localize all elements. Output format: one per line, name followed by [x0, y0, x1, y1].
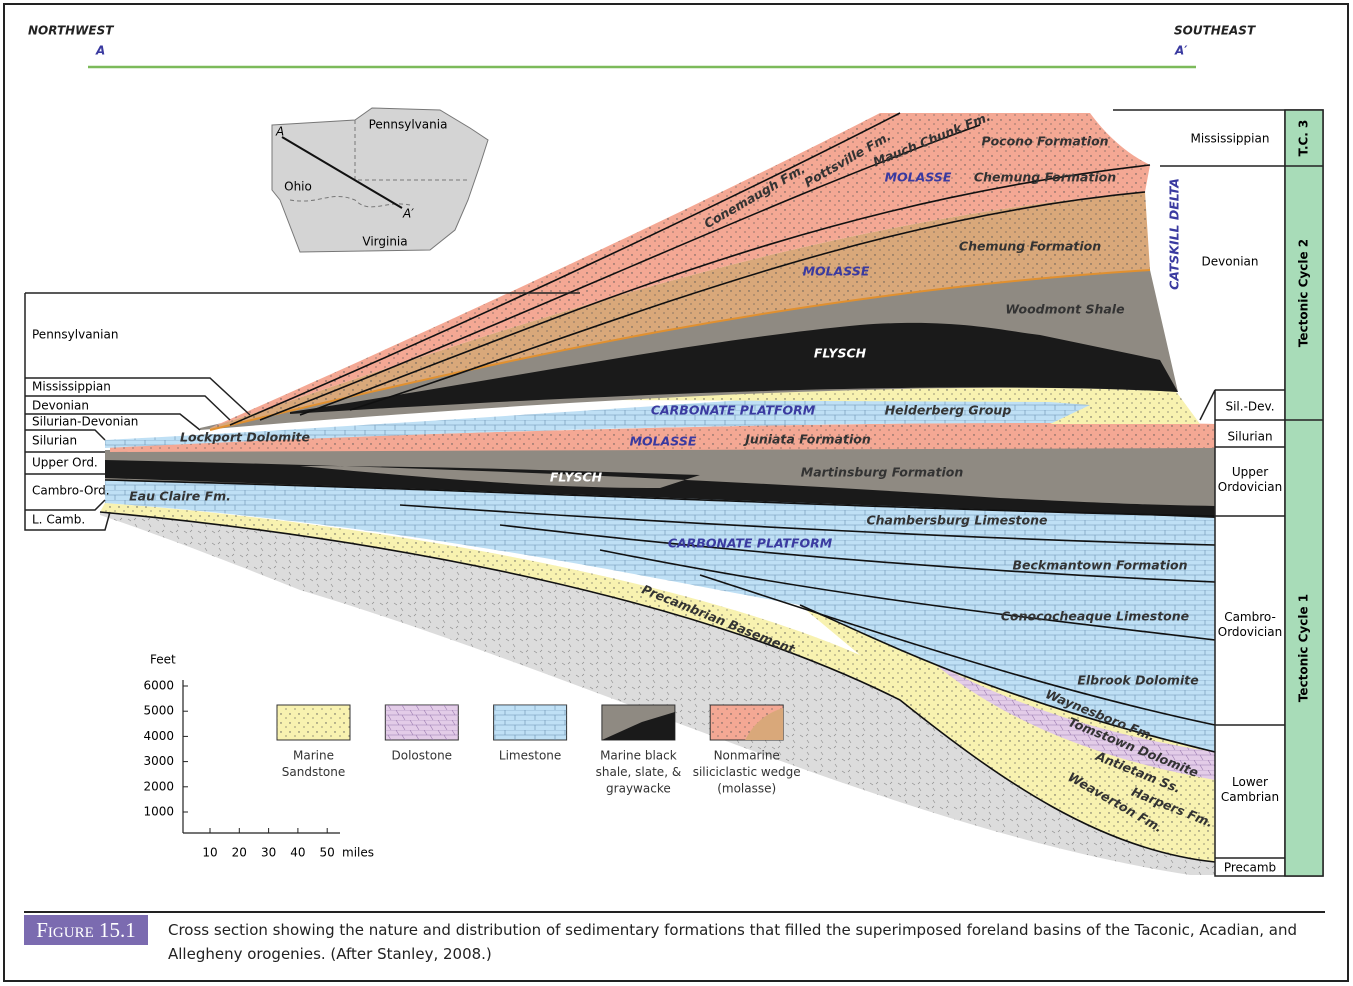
legend-label: Dolostone	[392, 749, 453, 763]
scale-tick-label: 4000	[143, 729, 174, 743]
formation-label: MOLASSE	[885, 170, 952, 185]
formation-label: Beckmantown Formation	[1013, 558, 1188, 573]
direction: SOUTHEAST	[1174, 24, 1256, 38]
period-label: Ordovician	[1218, 625, 1282, 639]
scale-tick-label: 30	[261, 846, 276, 860]
legend-label: Limestone	[499, 749, 561, 763]
map-point: A	[275, 125, 284, 139]
legend-label: siliciclastic wedge	[693, 765, 801, 779]
formation-label: Elbrook Dolomite	[1077, 673, 1198, 688]
frame	[3, 3, 1349, 982]
period-label: Ordovician	[1218, 480, 1282, 494]
cycle-label: Tectonic Cycle 1	[1297, 594, 1311, 702]
map-label: Ohio	[284, 180, 312, 194]
legend-label: Sandstone	[282, 765, 345, 779]
period-label: Upper	[1232, 465, 1268, 479]
scale-tick-label: 1000	[143, 805, 174, 819]
formation-label: Helderberg Group	[885, 403, 1012, 418]
formation-label: Eau Claire Fm.	[129, 489, 231, 504]
cycle-label: T.C. 3	[1297, 120, 1311, 157]
map-section-line	[281, 136, 403, 209]
period-label: Precamb	[1224, 861, 1276, 875]
scale-tick-label: 40	[290, 846, 305, 860]
scale-tick-label: 10	[202, 846, 217, 860]
cycle-bar	[1285, 110, 1323, 876]
legend-label: Marine black	[600, 749, 677, 763]
cycle-label: Tectonic Cycle 2	[1297, 239, 1311, 347]
legend-label: Nonmarine	[714, 749, 780, 763]
period-label: Upper Ord.	[32, 456, 98, 470]
period-label: Pennsylvanian	[32, 328, 118, 342]
map-point: A′	[402, 207, 414, 221]
map-label: Virginia	[362, 235, 407, 249]
legend-pattern	[745, 708, 784, 740]
period-label: Devonian	[32, 399, 89, 413]
formation-label: MOLASSE	[630, 434, 697, 449]
period-label: Silurian	[32, 434, 77, 448]
period-label: Lower	[1232, 775, 1268, 789]
formation-label: Conococheaque Limestone	[1001, 609, 1189, 624]
section-point: A′	[1174, 44, 1188, 58]
period-label: Cambro-Ord.	[32, 484, 110, 498]
legend-pattern	[385, 705, 459, 740]
period-label: Devonian	[1202, 255, 1259, 269]
formation-label: Martinsburg Formation	[801, 465, 964, 480]
formation-label: Lockport Dolomite	[180, 430, 310, 445]
period-label: Mississippian	[32, 380, 111, 394]
scale-tick-label: 20	[232, 846, 247, 860]
scale-unit: miles	[342, 846, 374, 860]
formation-label: Pocono Formation	[981, 134, 1108, 149]
scale-unit: Feet	[150, 653, 176, 667]
formation-label: CARBONATE PLATFORM	[651, 403, 816, 418]
formation-label: FLYSCH	[814, 346, 867, 361]
period-label: Silurian-Devonian	[32, 415, 138, 429]
section-point: A	[95, 44, 105, 58]
legend-label: Marine	[293, 749, 334, 763]
period-label: Silurian	[1227, 430, 1272, 444]
period-label: Mississippian	[1191, 132, 1270, 146]
caption: Cross section showing the nature and dis…	[168, 921, 1297, 963]
figure-label: Figure 15.1	[24, 915, 148, 945]
period-label: Sil.-Dev.	[1225, 400, 1274, 414]
period-label: Cambro-	[1224, 610, 1276, 624]
cycle-bar-lines	[1284, 109, 1324, 877]
scale-tick-label: 50	[320, 846, 335, 860]
period-label: L. Camb.	[32, 513, 85, 527]
scale-tick-label: 6000	[143, 679, 174, 693]
formation-label: Juniata Formation	[742, 432, 871, 447]
legend-label: shale, slate, &	[596, 765, 682, 779]
legend-label: (molasse)	[717, 782, 776, 796]
scale-axes	[182, 680, 340, 834]
formation-label: Woodmont Shale	[1005, 302, 1124, 317]
formation-label: Chemung Formation	[974, 170, 1116, 185]
period-label: Cambrian	[1221, 790, 1279, 804]
legend-pattern	[493, 705, 567, 740]
scale-tick-label: 2000	[143, 779, 174, 793]
formation-label: MOLASSE	[803, 264, 870, 279]
formation-label: FLYSCH	[550, 470, 603, 485]
legend-pattern	[277, 705, 350, 740]
delta-label: CATSKILL DELTA	[1167, 178, 1182, 290]
scale-tick-label: 5000	[143, 704, 174, 718]
legend-label: graywacke	[606, 782, 671, 796]
formation-label: Chambersburg Limestone	[866, 513, 1047, 528]
scale-tick-label: 3000	[143, 754, 174, 768]
formation-label: Chemung Formation	[959, 239, 1101, 254]
direction: NORTHWEST	[28, 24, 114, 38]
layers	[99, 112, 1216, 875]
map-label: Pennsylvania	[369, 118, 448, 132]
formation-label: CARBONATE PLATFORM	[668, 536, 833, 551]
legend-pattern	[601, 712, 675, 740]
